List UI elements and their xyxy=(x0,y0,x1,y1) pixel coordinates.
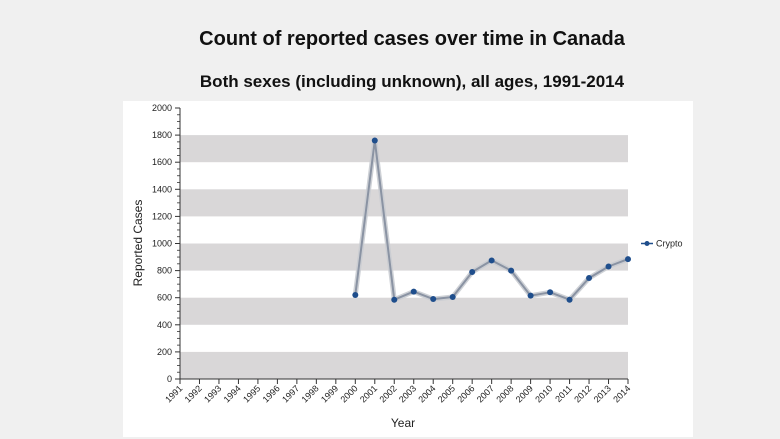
y-tick-label: 1000 xyxy=(152,239,172,249)
y-tick-label: 600 xyxy=(157,293,172,303)
legend-label: Crypto xyxy=(656,239,683,249)
x-tick-label: 2003 xyxy=(397,383,418,404)
grid-band xyxy=(180,189,628,217)
x-tick-label: 2007 xyxy=(475,383,496,404)
data-point xyxy=(566,296,573,303)
x-tick-label: 1991 xyxy=(163,383,184,404)
x-tick-label: 2005 xyxy=(436,383,457,404)
y-tick-label: 1400 xyxy=(152,184,172,194)
data-point xyxy=(625,256,631,263)
x-tick-label: 2008 xyxy=(494,383,515,404)
x-tick-label: 2009 xyxy=(514,383,535,404)
data-point xyxy=(508,267,515,274)
y-tick-label: 1600 xyxy=(152,157,172,167)
y-tick-label: 800 xyxy=(157,266,172,276)
x-tick-label: 1997 xyxy=(280,383,301,404)
y-axis: 0 200 400 600 800 1000 1200 1400 1600 1800 2000 xyxy=(152,103,181,384)
x-tick-label: 2013 xyxy=(592,383,613,404)
data-point xyxy=(391,296,398,303)
y-tick-label: 2000 xyxy=(152,103,172,113)
data-point xyxy=(449,294,456,301)
x-tick-label: 2001 xyxy=(358,383,379,404)
data-point xyxy=(586,275,593,282)
legend: Crypto xyxy=(641,239,683,249)
data-point xyxy=(430,296,437,303)
data-point xyxy=(352,291,359,298)
grid-band xyxy=(180,297,628,325)
x-tick-label: 2010 xyxy=(533,383,554,404)
data-point xyxy=(488,257,495,264)
y-tick-label: 200 xyxy=(157,347,172,357)
legend-marker xyxy=(644,241,650,246)
x-tick-label: 2006 xyxy=(455,383,476,404)
data-point xyxy=(527,292,534,299)
x-tick-label: 1995 xyxy=(241,383,262,404)
data-point xyxy=(547,289,554,296)
x-tick-label: 1992 xyxy=(183,383,204,404)
data-point xyxy=(605,263,612,270)
y-tick-label: 1200 xyxy=(152,211,172,221)
x-axis-title: Year xyxy=(391,416,415,430)
x-tick-label: 1993 xyxy=(202,383,223,404)
x-tick-label: 2012 xyxy=(572,383,593,404)
x-tick-label: 1998 xyxy=(300,383,321,404)
x-tick-label: 2000 xyxy=(338,383,359,404)
data-point xyxy=(469,268,476,275)
chart-subtitle: Both sexes (including unknown), all ages… xyxy=(199,72,625,91)
y-tick-label: 400 xyxy=(157,320,172,330)
y-tick-label: 1800 xyxy=(152,130,172,140)
x-tick-label: 2011 xyxy=(553,383,574,404)
x-tick-label: 1994 xyxy=(222,383,243,404)
x-tick-label: 2002 xyxy=(377,383,398,404)
x-tick-label: 1999 xyxy=(319,383,340,404)
x-axis: 1991199219931994199519961997199819992000… xyxy=(163,378,632,405)
grid-band xyxy=(180,351,628,379)
grid-band xyxy=(180,135,628,163)
y-tick-label: 0 xyxy=(167,374,172,384)
x-tick-label: 1996 xyxy=(261,383,282,404)
x-tick-label: 2014 xyxy=(611,383,632,404)
data-point xyxy=(371,137,378,144)
series-layer xyxy=(352,137,631,303)
chart-title: Count of reported cases over time in Can… xyxy=(199,28,625,50)
x-tick-label: 2004 xyxy=(416,383,437,404)
y-axis-title: Reported Cases xyxy=(131,200,145,287)
data-point xyxy=(410,288,417,295)
grid-band xyxy=(180,243,628,271)
grid-bands xyxy=(180,135,628,379)
